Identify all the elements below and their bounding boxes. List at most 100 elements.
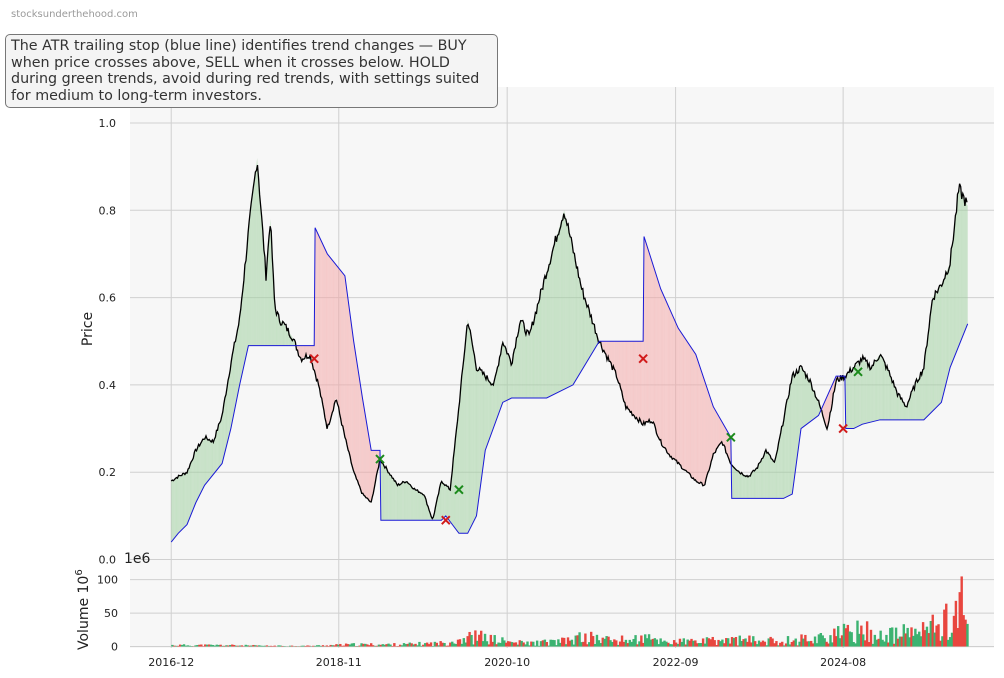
uptrend-fill — [419, 491, 421, 521]
volume-bar — [721, 639, 724, 647]
buy-signal-marker — [853, 367, 863, 377]
volume-bar — [472, 644, 475, 647]
volume-bar — [788, 644, 792, 647]
downtrend-fill — [677, 326, 679, 464]
uptrend-fill — [392, 477, 394, 521]
volume-bar — [520, 640, 523, 647]
volume-bar — [483, 633, 487, 647]
uptrend-fill — [759, 460, 761, 499]
uptrend-fill — [179, 475, 181, 532]
uptrend-fill — [781, 424, 783, 499]
uptrend-fill — [742, 473, 744, 499]
downtrend-fill — [711, 401, 713, 461]
volume-bar — [786, 636, 790, 647]
uptrend-fill — [214, 436, 216, 474]
volume-bar — [259, 645, 263, 647]
downtrend-fill — [367, 429, 369, 501]
volume-bar — [414, 643, 417, 647]
volume-bar — [368, 645, 371, 647]
uptrend-fill — [579, 277, 580, 375]
uptrend-fill — [963, 197, 965, 335]
volume-bar — [441, 642, 444, 647]
downtrend-fill — [838, 376, 840, 380]
uptrend-fill — [559, 222, 561, 392]
downtrend-fill — [327, 253, 329, 429]
volume-bar — [491, 641, 494, 647]
volume-bar — [875, 639, 878, 647]
watermark-text: stocksunderthehood.com — [11, 9, 138, 20]
price-axis-label: Price — [80, 312, 96, 346]
volume-bar — [561, 637, 564, 647]
uptrend-fill — [764, 452, 766, 499]
uptrend-fill — [446, 486, 448, 519]
sell-signal-marker — [638, 354, 648, 364]
volume-bar — [240, 645, 244, 647]
uptrend-fill — [206, 438, 208, 484]
volume-bar — [862, 634, 865, 647]
uptrend-fill — [396, 483, 398, 521]
volume-bar — [657, 644, 660, 647]
uptrend-fill — [903, 402, 905, 420]
uptrend-fill — [245, 249, 247, 358]
volume-bar — [568, 640, 572, 647]
volume-bar — [593, 644, 597, 647]
uptrend-fill — [777, 446, 779, 499]
uptrend-fill — [941, 282, 943, 403]
volume-bar — [773, 643, 776, 647]
uptrend-fill — [563, 210, 565, 390]
volume-bar — [769, 636, 772, 647]
downtrend-fill — [651, 258, 652, 421]
uptrend-fill — [172, 479, 173, 541]
uptrend-fill — [561, 216, 563, 391]
volume-bar — [777, 645, 780, 647]
price-line — [170, 164, 968, 520]
uptrend-fill — [421, 492, 423, 521]
volume-bar — [499, 642, 502, 647]
volume-bar — [512, 642, 516, 647]
uptrend-fill — [852, 367, 854, 429]
volume-bar — [196, 645, 199, 647]
volume-bar — [622, 641, 626, 647]
volume-bar — [887, 642, 890, 647]
uptrend-fill — [816, 397, 818, 417]
volume-bar — [736, 645, 740, 647]
volume-bar — [779, 642, 782, 647]
uptrend-fill — [439, 484, 441, 521]
volume-bar — [929, 620, 933, 647]
volume-bar — [314, 645, 317, 647]
uptrend-fill — [929, 311, 931, 414]
volume-bar — [838, 638, 842, 647]
volume-bar — [244, 644, 247, 647]
uptrend-fill — [182, 473, 184, 529]
volume-bar — [823, 638, 826, 647]
downtrend-fill — [614, 341, 616, 373]
uptrend-fill — [171, 480, 173, 543]
downtrend-fill — [701, 372, 703, 485]
uptrend-fill — [906, 404, 908, 420]
downtrend-fill — [637, 341, 639, 420]
volume-bar — [781, 641, 784, 647]
uptrend-fill — [185, 472, 187, 527]
uptrend-fill — [744, 474, 746, 499]
volume-bar — [493, 635, 496, 647]
downtrend-fill — [723, 425, 725, 449]
uptrend-fill — [956, 203, 958, 353]
uptrend-fill — [484, 375, 486, 457]
uptrend-fill — [191, 459, 193, 514]
uptrend-fill — [461, 371, 463, 534]
uptrend-fill — [812, 387, 814, 421]
downtrend-fill — [725, 428, 727, 453]
uptrend-fill — [547, 265, 549, 398]
volume-bar — [852, 641, 855, 647]
volume-bar — [404, 644, 408, 647]
downtrend-fill — [716, 412, 718, 450]
uptrend-fill — [849, 370, 851, 429]
volume-bar — [236, 645, 240, 647]
uptrend-fill — [509, 358, 511, 399]
volume-bar — [858, 633, 861, 647]
volume-bar — [746, 641, 749, 647]
uptrend-fill — [417, 490, 419, 521]
downtrend-fill — [708, 391, 709, 474]
uptrend-fill — [546, 268, 548, 398]
uptrend-fill — [205, 437, 207, 485]
